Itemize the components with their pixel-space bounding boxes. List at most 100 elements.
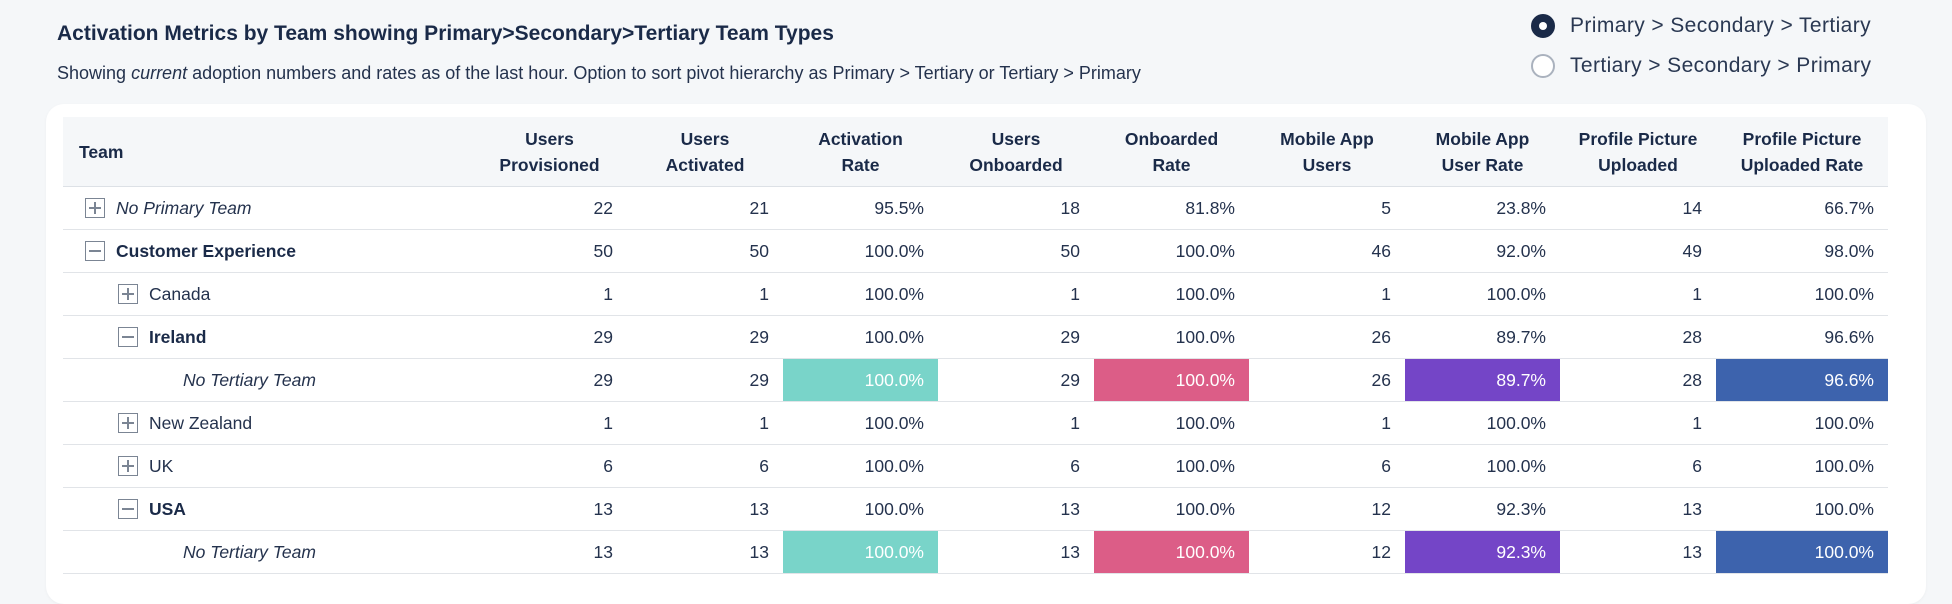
cell-mobile-app-users: 6 [1249, 444, 1405, 488]
cell-profile-picture-uploaded-rate: 100.0% [1716, 487, 1888, 531]
table-row: New Zealand 1 1 100.0% 1 100.0% 1 100.0% 1 100.0% [63, 401, 1888, 445]
cell-mobile-app-users: 12 [1249, 487, 1405, 531]
cell-users-activated: 50 [627, 229, 783, 273]
collapse-icon[interactable] [118, 499, 138, 519]
column-header-profile-picture-uploaded-rate[interactable]: Profile Picture Uploaded Rate [1716, 117, 1888, 187]
cell-onboarded-rate: 100.0% [1094, 315, 1249, 359]
team-cell: Customer Experience [63, 229, 472, 273]
table-row: USA 13 13 100.0% 13 100.0% 12 92.3% 13 100.0% [63, 487, 1888, 531]
cell-mobile-app-user-rate: 92.0% [1405, 229, 1560, 273]
cell-users-provisioned: 6 [472, 444, 627, 488]
cell-users-onboarded: 29 [938, 315, 1094, 359]
table-header-row: Team Users Provisioned Users Activated Act… [63, 117, 1888, 187]
subtitle-emphasis: current [131, 63, 188, 83]
cell-mobile-app-users: 12 [1249, 530, 1405, 574]
column-header-team[interactable]: Team [63, 117, 472, 187]
cell-profile-picture-uploaded: 13 [1560, 530, 1716, 574]
radio-selected-icon[interactable] [1531, 14, 1555, 38]
collapse-icon[interactable] [118, 327, 138, 347]
cell-profile-picture-uploaded-rate: 100.0% [1716, 444, 1888, 488]
sort-option-label: Tertiary > Secondary > Primary [1570, 54, 1872, 77]
sort-option-primary-first[interactable]: Primary > Secondary > Tertiary [1531, 6, 1871, 46]
cell-users-onboarded: 18 [938, 186, 1094, 230]
column-header-users-provisioned[interactable]: Users Provisioned [472, 117, 627, 187]
column-header-mobile-app-users[interactable]: Mobile App Users [1249, 117, 1405, 187]
team-cell: UK [63, 444, 472, 488]
cell-users-activated: 6 [627, 444, 783, 488]
expand-icon[interactable] [85, 198, 105, 218]
cell-users-provisioned: 22 [472, 186, 627, 230]
expand-icon[interactable] [118, 413, 138, 433]
subtitle-text-end: adoption numbers and rates as of the las… [187, 63, 1141, 83]
cell-users-provisioned: 29 [472, 315, 627, 359]
sort-order-radio-group: Primary > Secondary > Tertiary Tertiary … [1531, 6, 1871, 86]
cell-activation-rate: 95.5% [783, 186, 938, 230]
cell-mobile-app-user-rate: 92.3% [1405, 487, 1560, 531]
cell-mobile-app-user-rate: 100.0% [1405, 444, 1560, 488]
team-name: Customer Experience [116, 240, 296, 261]
cell-mobile-app-users: 46 [1249, 229, 1405, 273]
team-name: Canada [149, 283, 211, 304]
cell-mobile-app-user-rate: 89.7% [1405, 358, 1560, 402]
column-header-mobile-app-user-rate[interactable]: Mobile App User Rate [1405, 117, 1560, 187]
page-title: Activation Metrics by Team showing Prima… [57, 22, 834, 45]
cell-onboarded-rate: 100.0% [1094, 358, 1249, 402]
page-header: Activation Metrics by Team showing Prima… [57, 22, 834, 46]
cell-onboarded-rate: 100.0% [1094, 401, 1249, 445]
cell-users-onboarded: 1 [938, 401, 1094, 445]
column-header-profile-picture-uploaded[interactable]: Profile Picture Uploaded [1560, 117, 1716, 187]
table-row: No Primary Team 22 21 95.5% 18 81.8% 5 23.8% 14 6… [63, 186, 1888, 230]
radio-unselected-icon[interactable] [1531, 54, 1555, 78]
cell-onboarded-rate: 100.0% [1094, 444, 1249, 488]
team-name: Ireland [149, 326, 207, 347]
cell-profile-picture-uploaded-rate: 98.0% [1716, 229, 1888, 273]
column-header-users-onboarded[interactable]: Users Onboarded [938, 117, 1094, 187]
subtitle-text-start: Showing [57, 63, 132, 83]
cell-users-provisioned: 50 [472, 229, 627, 273]
cell-users-provisioned: 13 [472, 487, 627, 531]
cell-onboarded-rate: 100.0% [1094, 530, 1249, 574]
cell-users-provisioned: 13 [472, 530, 627, 574]
cell-users-onboarded: 1 [938, 272, 1094, 316]
cell-mobile-app-user-rate: 92.3% [1405, 530, 1560, 574]
cell-profile-picture-uploaded-rate: 96.6% [1716, 358, 1888, 402]
sort-option-tertiary-first[interactable]: Tertiary > Secondary > Primary [1531, 46, 1871, 86]
cell-users-activated: 1 [627, 401, 783, 445]
cell-profile-picture-uploaded-rate: 66.7% [1716, 186, 1888, 230]
cell-users-onboarded: 29 [938, 358, 1094, 402]
cell-users-activated: 29 [627, 358, 783, 402]
team-name: No Primary Team [116, 197, 252, 218]
cell-mobile-app-users: 1 [1249, 272, 1405, 316]
cell-activation-rate: 100.0% [783, 358, 938, 402]
team-name: UK [149, 455, 174, 476]
cell-mobile-app-users: 1 [1249, 401, 1405, 445]
cell-profile-picture-uploaded-rate: 96.6% [1716, 315, 1888, 359]
cell-users-provisioned: 1 [472, 272, 627, 316]
cell-users-onboarded: 50 [938, 229, 1094, 273]
team-cell: Ireland [63, 315, 472, 359]
team-cell: Canada [63, 272, 472, 316]
column-header-onboarded-rate[interactable]: Onboarded Rate [1094, 117, 1249, 187]
cell-activation-rate: 100.0% [783, 530, 938, 574]
cell-users-activated: 13 [627, 487, 783, 531]
expand-icon[interactable] [118, 284, 138, 304]
expand-icon[interactable] [118, 456, 138, 476]
cell-activation-rate: 100.0% [783, 229, 938, 273]
table-row: No Tertiary Team 13 13 100.0% 13 100.0% 12 92.3… [63, 530, 1888, 574]
team-cell: No Tertiary Team [63, 530, 472, 574]
cell-profile-picture-uploaded-rate: 100.0% [1716, 272, 1888, 316]
cell-profile-picture-uploaded-rate: 100.0% [1716, 401, 1888, 445]
cell-users-provisioned: 1 [472, 401, 627, 445]
cell-activation-rate: 100.0% [783, 272, 938, 316]
cell-onboarded-rate: 100.0% [1094, 487, 1249, 531]
cell-profile-picture-uploaded: 1 [1560, 272, 1716, 316]
column-header-users-activated[interactable]: Users Activated [627, 117, 783, 187]
cell-onboarded-rate: 81.8% [1094, 186, 1249, 230]
collapse-icon[interactable] [85, 241, 105, 261]
team-name: New Zealand [149, 412, 253, 433]
table-row: Ireland 29 29 100.0% 29 100.0% 26 89.7% 28 96.6% [63, 315, 1888, 359]
cell-users-onboarded: 13 [938, 530, 1094, 574]
table-row: No Tertiary Team 29 29 100.0% 29 100.0% 26 89.7… [63, 358, 1888, 402]
column-header-activation-rate[interactable]: Activation Rate [783, 117, 938, 187]
cell-activation-rate: 100.0% [783, 315, 938, 359]
